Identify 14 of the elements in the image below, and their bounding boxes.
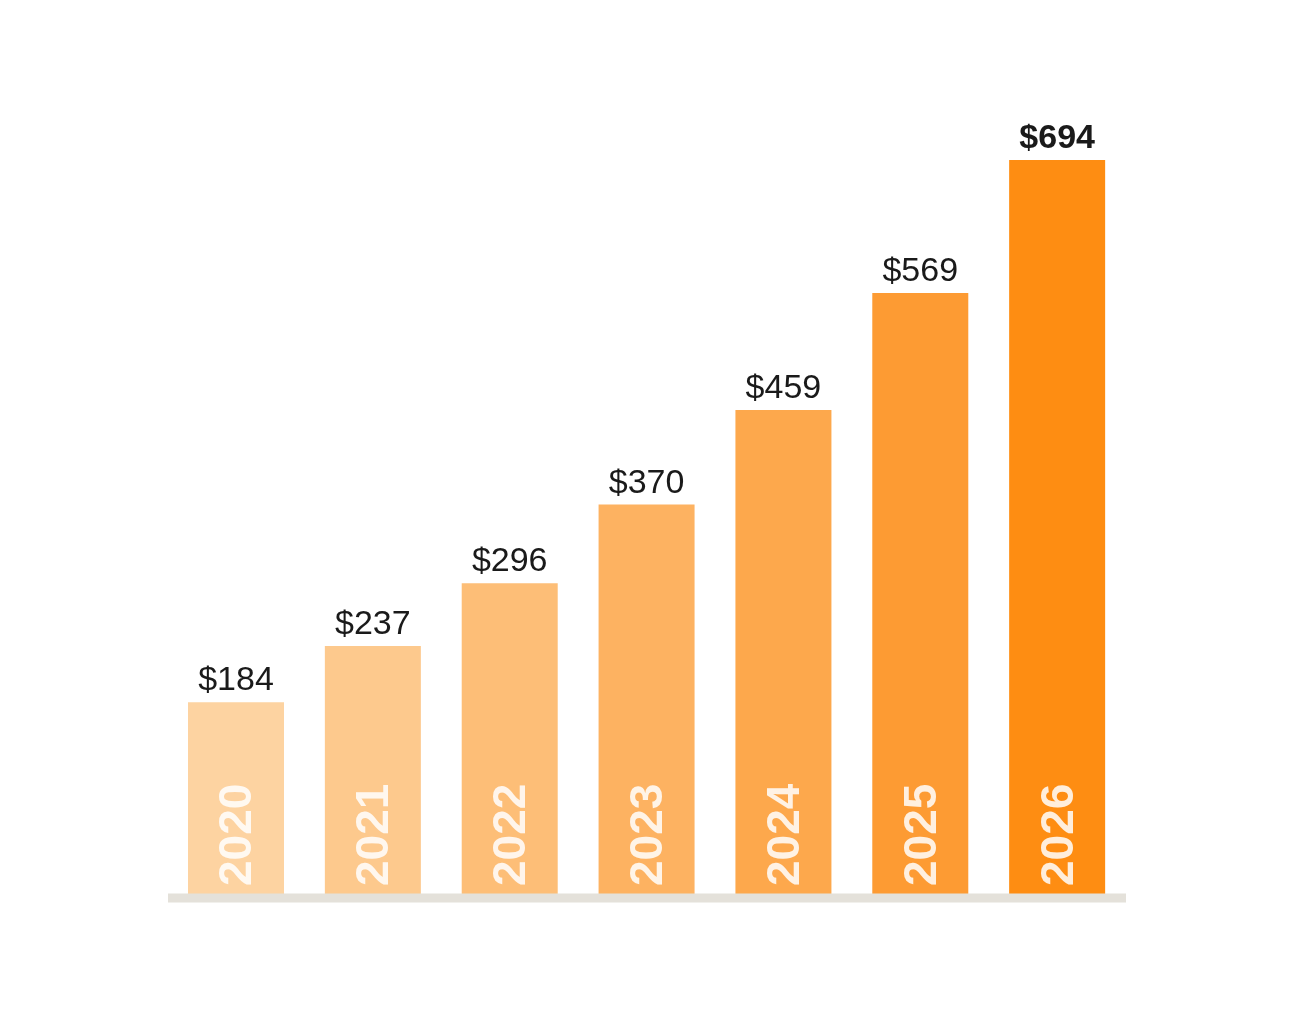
x-tick-label: 2021: [346, 783, 399, 886]
data-label: $694: [1019, 117, 1096, 155]
data-label: $296: [471, 540, 548, 579]
x-tick-label: 2023: [620, 783, 672, 886]
data-label: $237: [335, 602, 411, 641]
data-label: $370: [608, 461, 685, 500]
data-label: $184: [198, 659, 274, 698]
data-label: $569: [882, 249, 959, 288]
data-label: $459: [745, 366, 822, 405]
x-tick-label: 2025: [893, 783, 946, 886]
x-tick-label: 2020: [209, 783, 262, 886]
x-tick-label: 2024: [756, 783, 809, 886]
x-tick-label: 2026: [1030, 783, 1083, 886]
x-tick-label: 2022: [483, 783, 536, 886]
